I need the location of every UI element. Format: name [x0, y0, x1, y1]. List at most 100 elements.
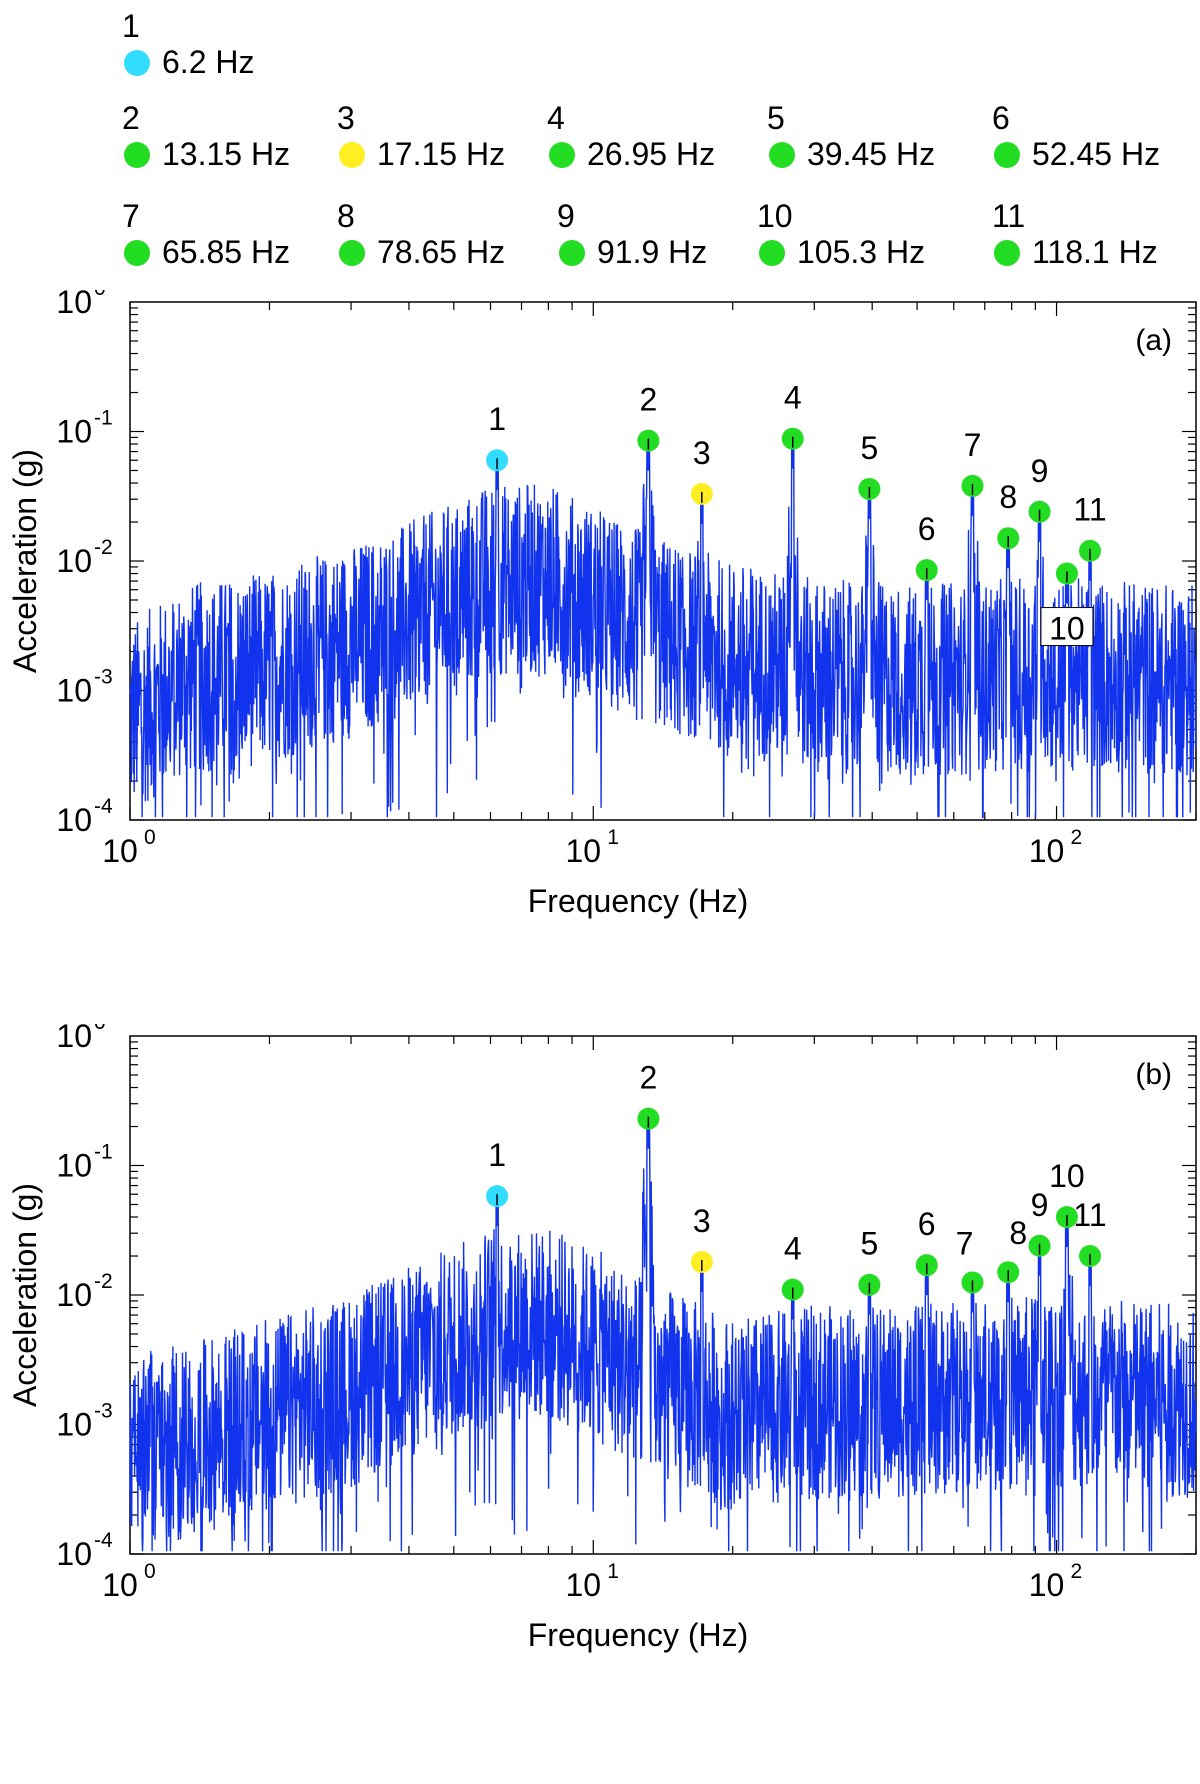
panel-label: (b): [1135, 1058, 1172, 1091]
peak-label: 3: [693, 435, 711, 471]
peak-label: 9: [1031, 453, 1049, 489]
label-box: [1040, 607, 1094, 647]
y-tick-label: 10: [56, 802, 92, 838]
y-tick-exponent: -1: [94, 1141, 113, 1164]
x-axis-title: Frequency (Hz): [528, 1617, 749, 1653]
peak-label: 5: [861, 430, 879, 466]
legend-frequency: 6.2 Hz: [162, 44, 255, 80]
peak-label: 4: [784, 1231, 802, 1267]
y-tick-exponent: 0: [94, 1024, 106, 1034]
peak-label: 6: [918, 1206, 936, 1242]
legend-marker: [124, 142, 150, 168]
legend-frequency: 39.45 Hz: [807, 136, 936, 172]
y-axis-title: Acceleration (g): [7, 1183, 43, 1407]
peak-label: 7: [964, 427, 982, 463]
peak-label: 3: [693, 1203, 711, 1239]
legend-marker: [994, 142, 1020, 168]
y-tick-label: 10: [56, 414, 92, 450]
legend-frequency: 65.85 Hz: [162, 234, 291, 270]
y-tick-label: 10: [56, 1407, 92, 1443]
y-tick-exponent: -2: [94, 1270, 113, 1293]
y-tick-label: 10: [56, 1024, 92, 1054]
y-tick-label: 10: [56, 1277, 92, 1313]
peak-label: 5: [861, 1226, 879, 1262]
y-tick-exponent: -3: [94, 1400, 113, 1423]
legend-number: 10: [757, 198, 793, 234]
peak-label: 10: [1049, 611, 1085, 647]
spectrum-chart-b: 123456789101110010110210010-110-210-310-…: [7, 1024, 1197, 1653]
x-tick-exponent: 2: [1071, 1560, 1083, 1583]
y-tick-exponent: 0: [94, 290, 106, 300]
legend-number: 8: [337, 198, 355, 234]
legend-marker: [339, 142, 365, 168]
y-axis-title: Acceleration (g): [7, 449, 43, 673]
legend-frequency: 105.3 Hz: [797, 234, 926, 270]
legend-frequency: 13.15 Hz: [162, 136, 291, 172]
legend-number: 4: [547, 100, 565, 136]
legend-marker: [759, 240, 785, 266]
y-tick-label: 10: [56, 1148, 92, 1184]
tick-labels: 10010110210010-110-210-310-4: [56, 290, 1082, 869]
peak-label: 9: [1031, 1187, 1049, 1223]
peak-label: 2: [639, 1060, 657, 1096]
legend-number: 1: [122, 8, 140, 44]
y-tick-label: 10: [56, 543, 92, 579]
legend-marker: [124, 240, 150, 266]
legend-number: 5: [767, 100, 785, 136]
x-tick-label: 10: [565, 1567, 601, 1603]
tick-labels: 10010110210010-110-210-310-4: [56, 1024, 1082, 1603]
peak-label-box: 10: [1040, 607, 1094, 647]
legend-number: 6: [992, 100, 1010, 136]
y-tick-exponent: -1: [94, 407, 113, 430]
y-tick-exponent: -2: [94, 536, 113, 559]
peak-label: 11: [1073, 492, 1106, 528]
legend-frequency: 52.45 Hz: [1032, 136, 1161, 172]
x-tick-exponent: 2: [1071, 826, 1083, 849]
legend-frequency: 17.15 Hz: [377, 136, 506, 172]
legend-frequency: 26.95 Hz: [587, 136, 716, 172]
peak-label: 10: [1049, 1158, 1085, 1194]
plot-axes: [129, 1035, 1197, 1555]
legend-frequency: 91.9 Hz: [597, 234, 708, 270]
peak-label: 1: [488, 401, 506, 437]
legend-marker: [559, 240, 585, 266]
y-tick-exponent: -4: [94, 795, 113, 818]
spectrum-trace: [129, 440, 1197, 818]
x-tick-exponent: 1: [607, 826, 619, 849]
legend-marker: [549, 142, 575, 168]
legend-marker: [339, 240, 365, 266]
peak-label: 1: [488, 1137, 506, 1173]
y-tick-label: 10: [56, 1536, 92, 1572]
spectrum-chart-a: 123456789101110010110210010-110-210-310-…: [7, 290, 1197, 919]
legend-number: 3: [337, 100, 355, 136]
legend-number: 9: [557, 198, 575, 234]
x-tick-label: 10: [565, 833, 601, 869]
legend-marker: [124, 50, 150, 76]
panel-label: (a): [1135, 324, 1172, 357]
x-tick-label: 10: [1029, 833, 1065, 869]
legend-number: 2: [122, 100, 140, 136]
x-tick-exponent: 1: [607, 1560, 619, 1583]
x-tick-label: 10: [102, 833, 138, 869]
peak-label: 8: [1009, 1215, 1027, 1251]
legend-frequency: 78.65 Hz: [377, 234, 506, 270]
x-tick-label: 10: [1029, 1567, 1065, 1603]
x-tick-label: 10: [102, 1567, 138, 1603]
x-axis-title: Frequency (Hz): [528, 883, 749, 919]
legend-marker: [994, 240, 1020, 266]
y-tick-exponent: -4: [94, 1529, 113, 1552]
mode-legend: 1 6.2 Hz 2 13.15 Hz 3 17.15 Hz 4 26.95 Hz 5 39.45…: [0, 0, 1200, 310]
x-tick-exponent: 0: [144, 1560, 156, 1583]
legend-marker: [769, 142, 795, 168]
legend-number: 7: [122, 198, 140, 234]
peak-label: 4: [784, 380, 802, 416]
legend-frequency: 118.1 Hz: [1032, 234, 1158, 270]
peak-label: 7: [956, 1225, 974, 1261]
peak-label: 8: [999, 479, 1017, 515]
x-tick-exponent: 0: [144, 826, 156, 849]
y-tick-label: 10: [56, 673, 92, 709]
peak-label: 2: [639, 382, 657, 418]
y-tick-exponent: -3: [94, 666, 113, 689]
